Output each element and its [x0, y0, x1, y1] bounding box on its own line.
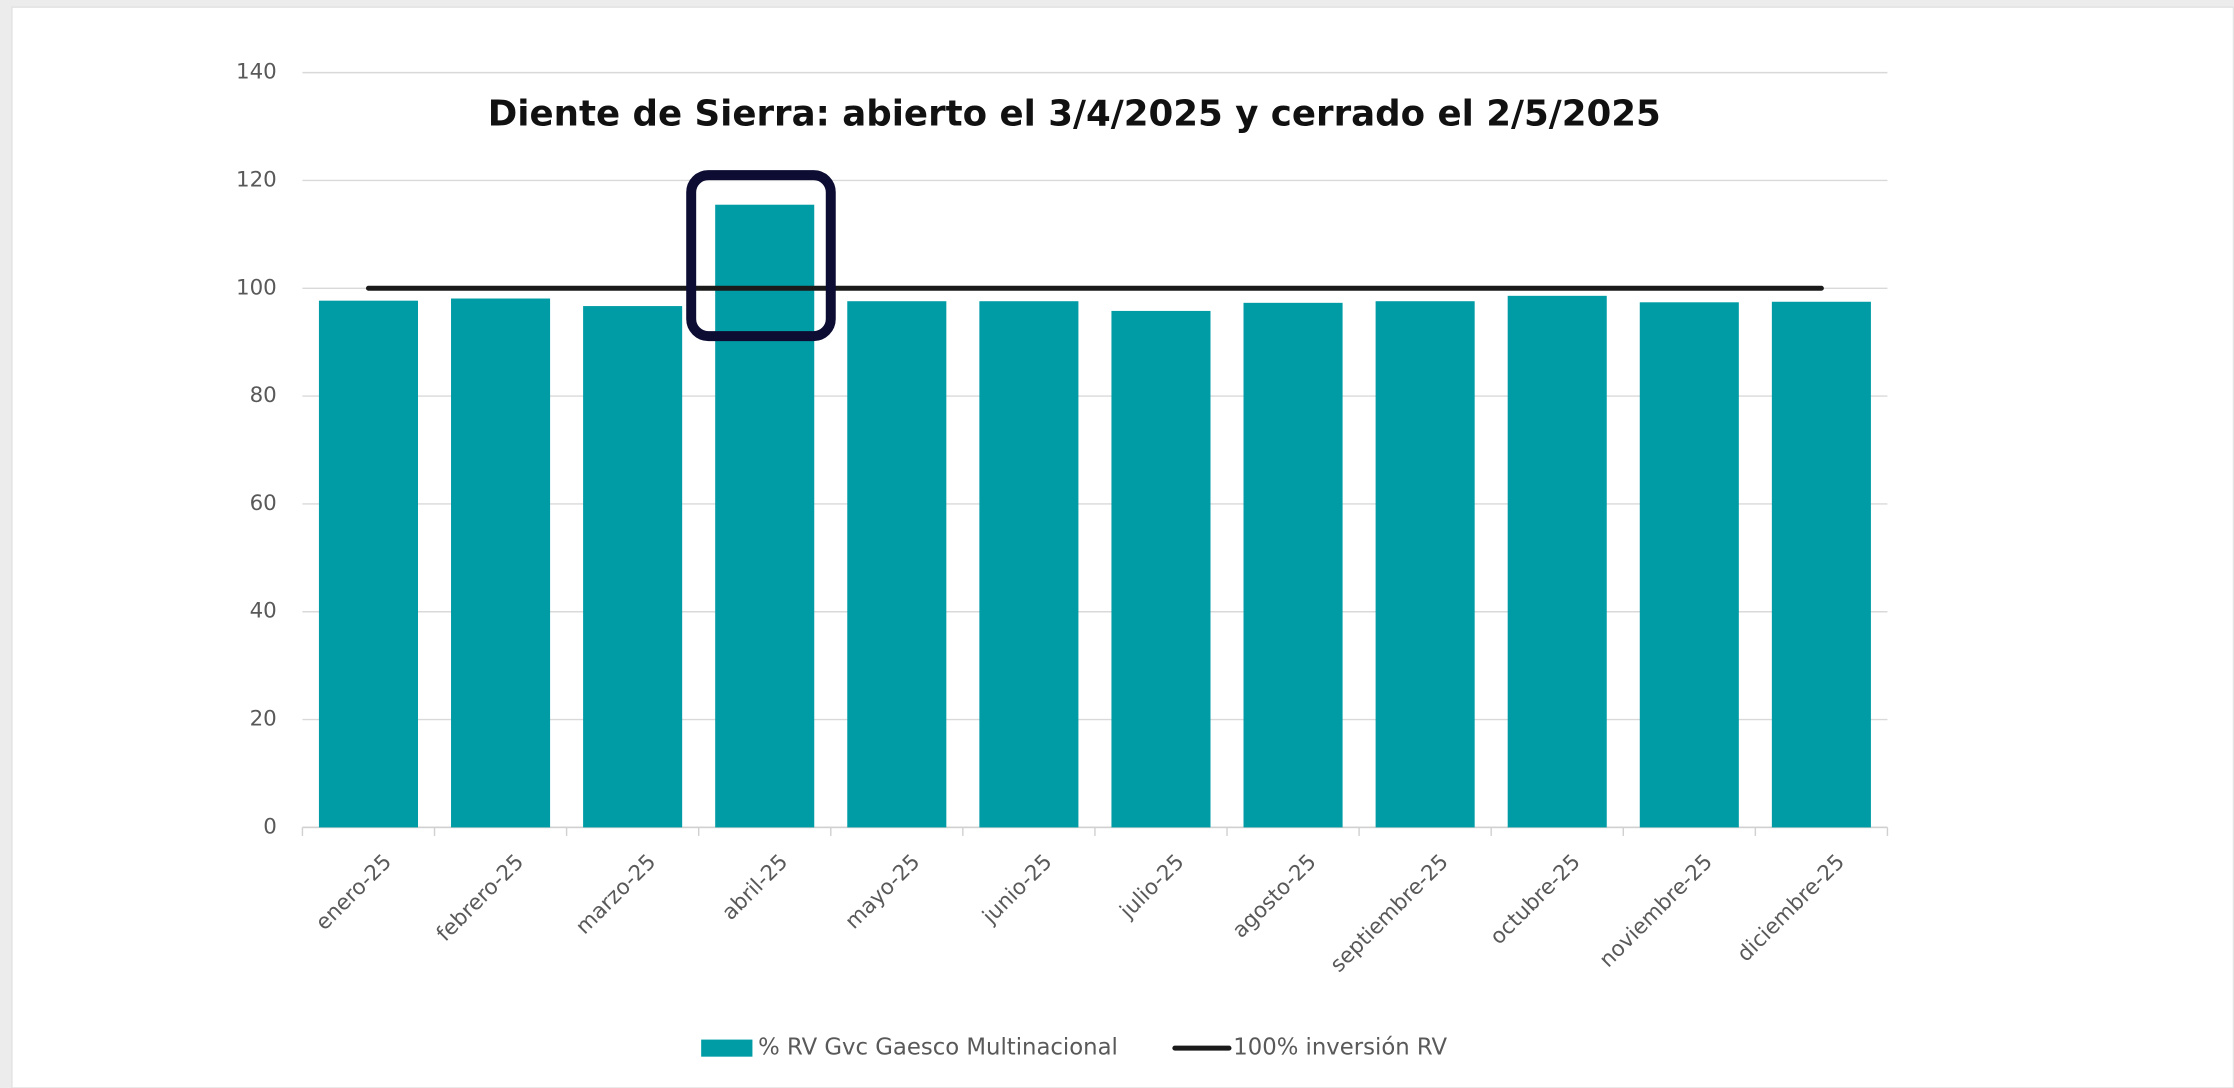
bar — [1243, 302, 1343, 828]
y-tick-label: 140 — [236, 60, 277, 85]
y-tick-label: 80 — [250, 383, 277, 408]
bar — [1771, 301, 1871, 828]
y-tick-label: 100 — [236, 275, 277, 300]
bar — [583, 306, 683, 828]
legend-label: 100% inversión RV — [1233, 1035, 1447, 1061]
y-tick-label: 20 — [250, 707, 277, 732]
y-tick-label: 60 — [250, 491, 277, 516]
bar — [1375, 301, 1475, 828]
bar — [715, 204, 815, 828]
chart-title: Diente de Sierra: abierto el 3/4/2025 y … — [488, 93, 1661, 134]
plot — [318, 204, 1871, 828]
bar — [1111, 310, 1211, 828]
bar — [318, 300, 418, 828]
highlight-box — [686, 170, 836, 342]
legend: % RV Gvc Gaesco Multinacional 100% invers… — [701, 1035, 1448, 1061]
bar — [1507, 295, 1607, 828]
bar — [451, 298, 551, 828]
bar — [847, 301, 947, 828]
legend-label: % RV Gvc Gaesco Multinacional — [758, 1035, 1118, 1061]
bar — [979, 301, 1079, 828]
bar — [1639, 302, 1739, 828]
y-tick-label: 120 — [236, 167, 277, 192]
legend-swatch — [701, 1039, 753, 1057]
y-tick-label: 0 — [263, 814, 277, 839]
y-tick-label: 40 — [250, 599, 277, 624]
